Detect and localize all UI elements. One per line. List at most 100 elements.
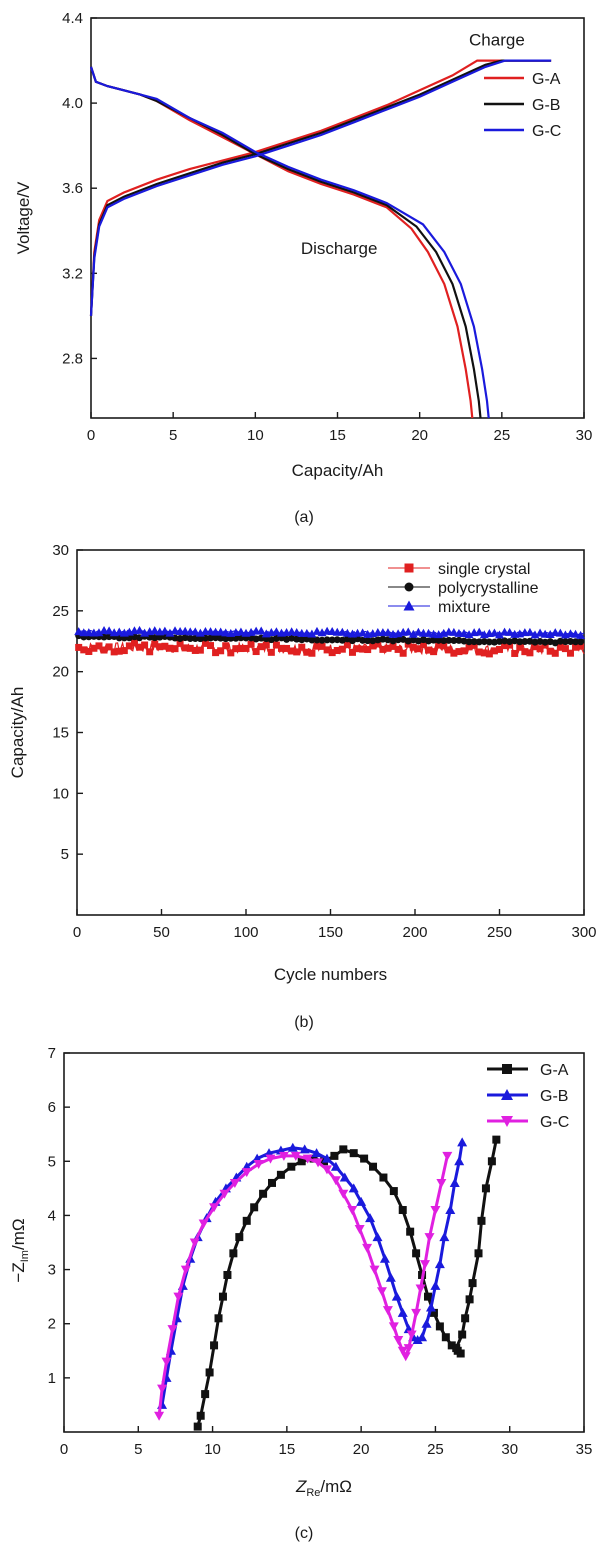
- c-data-point: [209, 1203, 220, 1213]
- c-data-point: [253, 1159, 264, 1169]
- b-data-point: [308, 649, 316, 657]
- b-legend-label: polycrystalline: [438, 580, 539, 597]
- c-data-point: [297, 1157, 306, 1166]
- c-data-point: [198, 1219, 209, 1229]
- c-data-point: [477, 1216, 486, 1225]
- b-data-point: [94, 628, 104, 637]
- c-y-tick-label: 6: [48, 1099, 56, 1116]
- c-data-point: [487, 1157, 496, 1166]
- c-series-G-C: [154, 1151, 453, 1421]
- c-data-point: [406, 1330, 417, 1340]
- b-data-point: [181, 644, 189, 652]
- b-data-point: [343, 641, 351, 649]
- c-y-axis-label-unit: /mΩ: [9, 1218, 28, 1250]
- c-data-point: [391, 1291, 402, 1301]
- b-data-point: [303, 648, 311, 656]
- b-caption: (b): [294, 1014, 314, 1031]
- b-data-point: [359, 636, 367, 644]
- c-data-point: [223, 1270, 232, 1279]
- b-data-point: [561, 645, 569, 653]
- a-legend-label: G-C: [532, 123, 561, 140]
- c-data-point: [456, 1349, 465, 1358]
- b-data-point: [413, 627, 423, 636]
- c-x-tick-label: 15: [279, 1441, 296, 1458]
- b-data-point: [480, 638, 488, 646]
- c-y-axis-label: −ZIm/mΩ: [9, 1218, 31, 1282]
- b-data-point: [521, 637, 529, 645]
- c-x-tick-label: 0: [60, 1441, 68, 1458]
- c-data-point: [434, 1259, 445, 1269]
- b-data-point: [293, 635, 301, 643]
- c-data-point: [403, 1344, 414, 1354]
- c-data-point: [406, 1227, 415, 1236]
- b-data-point: [435, 641, 443, 649]
- b-data-point: [298, 643, 306, 651]
- b-data-point: [555, 628, 565, 637]
- c-data-point: [400, 1352, 411, 1362]
- c-series-line: [157, 1154, 449, 1416]
- b-x-tick-label: 250: [487, 924, 512, 941]
- b-data-point: [359, 645, 367, 653]
- b-x-tick-label: 300: [571, 924, 596, 941]
- b-x-tick-label: 150: [318, 924, 343, 941]
- b-data-point: [313, 642, 321, 650]
- c-data-point: [330, 1176, 341, 1186]
- a-y-tick-label: 3.2: [62, 265, 83, 282]
- c-x-tick-label: 5: [134, 1441, 142, 1458]
- b-data-point: [531, 643, 539, 651]
- b-data-point: [561, 638, 569, 646]
- a-series-G-B-charge-curve: [89, 59, 552, 316]
- c-legend-label: G-B: [540, 1088, 568, 1105]
- b-data-point: [207, 642, 215, 650]
- b-x-axis-label: Cycle numbers: [274, 965, 387, 984]
- c-data-point: [229, 1178, 240, 1188]
- a-y-tick-label: 2.8: [62, 350, 83, 367]
- b-data-point: [74, 627, 84, 636]
- b-data-point: [232, 645, 240, 653]
- b-data-point: [191, 634, 199, 642]
- b-data-point: [186, 635, 194, 643]
- c-data-point: [369, 1162, 378, 1171]
- b-data-point: [212, 649, 220, 657]
- c-data-point: [457, 1137, 468, 1147]
- b-data-point: [496, 637, 503, 645]
- c-data-point: [481, 1184, 490, 1193]
- b-data-point: [501, 642, 509, 650]
- c-data-point: [268, 1178, 276, 1187]
- c-data-point: [265, 1154, 276, 1164]
- b-y-tick-label: 20: [52, 664, 69, 681]
- b-data-point: [541, 638, 549, 646]
- c-y-tick-label: 5: [48, 1153, 56, 1170]
- a-x-tick-label: 15: [329, 427, 346, 444]
- b-data-point: [125, 642, 133, 650]
- c-data-point: [411, 1308, 422, 1318]
- b-data-point: [475, 638, 483, 646]
- c-data-point: [397, 1307, 408, 1317]
- c-data-point: [193, 1422, 202, 1431]
- b-data-point: [470, 641, 478, 649]
- b-data-point: [489, 628, 499, 637]
- b-data-point: [277, 644, 285, 652]
- b-data-point: [440, 642, 448, 650]
- c-data-point: [210, 1341, 219, 1350]
- b-y-tick-label: 10: [52, 785, 69, 802]
- b-data-point: [272, 634, 280, 642]
- b-data-point: [425, 646, 433, 654]
- c-data-point: [339, 1172, 350, 1182]
- c-data-point: [349, 1149, 358, 1158]
- b-data-point: [369, 642, 377, 650]
- c-y-tick-label: 4: [48, 1207, 56, 1224]
- c-data-point: [189, 1238, 200, 1248]
- a-y-tick-label: 3.6: [62, 180, 83, 197]
- c-data-point: [398, 1206, 407, 1215]
- b-data-point: [271, 627, 281, 636]
- b-data-point: [566, 637, 574, 645]
- b-data-point: [364, 646, 372, 654]
- b-data-point: [338, 645, 346, 653]
- c-data-point: [388, 1322, 399, 1332]
- c-data-point: [393, 1335, 404, 1345]
- b-data-point: [536, 645, 544, 653]
- c-series-line: [160, 1142, 464, 1406]
- c-caption: (c): [295, 1525, 314, 1542]
